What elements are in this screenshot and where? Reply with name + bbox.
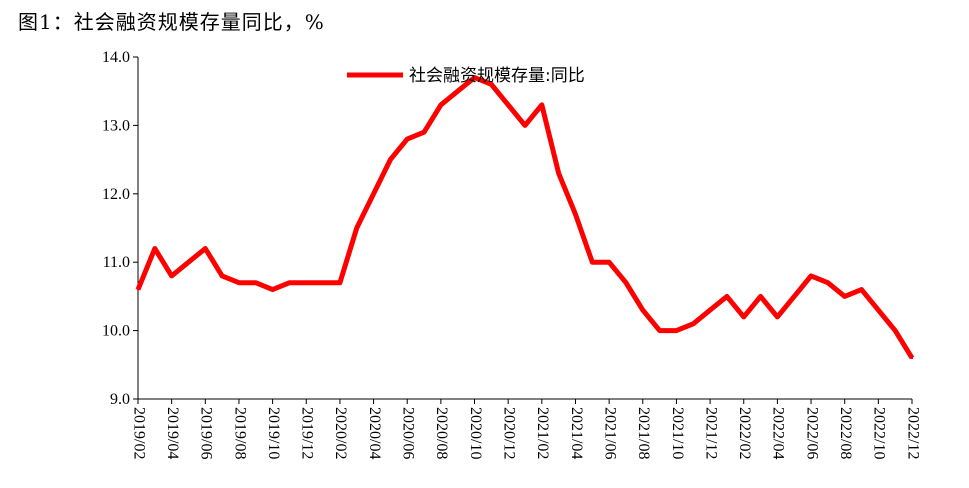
data-point xyxy=(288,281,291,284)
x-tick-label: 2019/12 xyxy=(299,407,316,459)
data-point xyxy=(910,356,914,360)
data-point xyxy=(523,124,527,127)
data-point xyxy=(506,103,510,107)
x-tick-label: 2022/08 xyxy=(837,407,854,459)
data-point xyxy=(153,247,157,250)
y-axis-ticks: 9.0 10.0 11.0 12.0 13.0 14.0 xyxy=(102,49,138,408)
x-tick-label: 2019/10 xyxy=(265,407,282,459)
data-point xyxy=(708,308,712,312)
y-tick-label: 14.0 xyxy=(102,49,130,66)
y-tick-label: 9.0 xyxy=(110,391,130,408)
x-tick-label: 2020/10 xyxy=(467,407,484,459)
data-point xyxy=(540,103,544,107)
series-layer xyxy=(135,75,915,360)
y-tick-label: 12.0 xyxy=(102,186,130,203)
x-tick-label: 2020/04 xyxy=(366,407,383,459)
data-point xyxy=(692,322,695,325)
data-point xyxy=(271,288,274,291)
data-point xyxy=(574,213,577,216)
data-point xyxy=(372,192,375,195)
data-point xyxy=(624,281,628,284)
data-point xyxy=(607,261,611,264)
x-tick-label: 2020/12 xyxy=(501,407,518,459)
x-tick-label: 2022/04 xyxy=(770,407,787,459)
data-point xyxy=(338,281,342,284)
data-point xyxy=(220,274,224,278)
data-point xyxy=(204,247,207,250)
x-axis-ticks: 2019/02 2019/04 2019/06 2019/08 2019/10 2019/… xyxy=(130,399,921,459)
legend-label: 社会融资规模存量:同比 xyxy=(409,66,585,86)
data-point xyxy=(490,83,493,86)
y-tick-label: 11.0 xyxy=(103,254,130,271)
chart-axes xyxy=(137,57,912,400)
x-tick-label: 2022/06 xyxy=(803,407,820,459)
data-point xyxy=(389,158,392,161)
data-point xyxy=(254,281,257,284)
data-point xyxy=(877,308,880,312)
data-point xyxy=(826,281,830,284)
y-tick-label: 10.0 xyxy=(102,323,130,340)
x-tick-label: 2022/12 xyxy=(904,407,921,459)
figure-title: 图1：社会融资规模存量同比，% xyxy=(18,10,325,34)
x-tick-label: 2021/12 xyxy=(702,407,719,459)
data-point xyxy=(742,315,745,319)
data-point xyxy=(860,288,863,291)
data-point xyxy=(473,76,476,79)
x-tick-label: 2020/02 xyxy=(332,407,349,459)
data-point xyxy=(557,172,560,175)
x-tick-label: 2020/08 xyxy=(433,407,450,459)
x-tick-label: 2021/10 xyxy=(669,407,686,459)
data-point xyxy=(305,281,308,284)
data-point xyxy=(809,274,813,278)
series-line xyxy=(135,75,915,360)
data-point xyxy=(793,295,796,298)
data-point xyxy=(237,281,241,284)
data-point xyxy=(725,295,729,298)
x-tick-label: 2022/10 xyxy=(871,407,888,459)
data-point xyxy=(456,90,459,93)
data-point xyxy=(187,261,190,264)
data-point xyxy=(658,329,661,332)
data-point xyxy=(675,329,678,332)
x-tick-label: 2021/08 xyxy=(635,407,652,459)
x-tick-label: 2019/08 xyxy=(231,407,248,459)
x-tick-label: 2019/06 xyxy=(198,407,215,459)
data-point xyxy=(355,226,358,230)
data-point xyxy=(321,281,325,284)
data-point xyxy=(641,308,644,312)
data-point xyxy=(170,274,173,278)
data-point xyxy=(422,131,426,134)
data-point xyxy=(439,103,443,107)
legend: 社会融资规模存量:同比 xyxy=(347,66,585,86)
x-tick-label: 2021/04 xyxy=(568,407,585,459)
data-point xyxy=(406,137,409,141)
data-point xyxy=(776,315,779,319)
data-point xyxy=(893,329,897,332)
x-tick-label: 2022/02 xyxy=(736,407,753,459)
x-tick-label: 2021/02 xyxy=(534,407,551,459)
data-point xyxy=(136,288,140,291)
x-tick-label: 2021/06 xyxy=(601,407,618,459)
x-tick-label: 2019/02 xyxy=(130,407,147,459)
data-point xyxy=(759,295,762,298)
y-tick-label: 13.0 xyxy=(102,117,130,134)
x-tick-label: 2020/06 xyxy=(400,407,417,459)
data-point xyxy=(591,261,594,264)
x-tick-label: 2019/04 xyxy=(164,407,181,459)
data-point xyxy=(843,295,846,298)
